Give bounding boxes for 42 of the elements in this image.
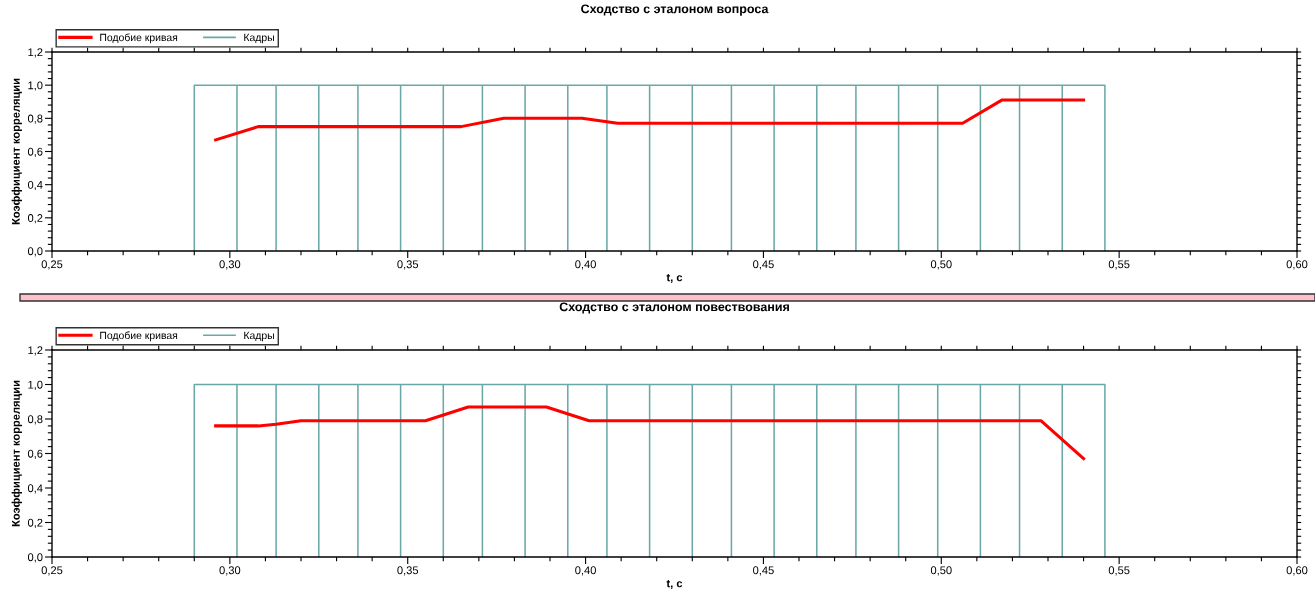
y-axis-title: Коэффициент корреляции bbox=[11, 380, 22, 527]
x-tick-label: 0,40 bbox=[575, 566, 596, 576]
line-series bbox=[214, 405, 1086, 461]
chart-title: Сходство с эталоном вопроса bbox=[581, 4, 769, 16]
y-tick-label: 0,2 bbox=[27, 214, 43, 224]
legend-label: Кадры bbox=[244, 33, 274, 44]
x-tick-label: 0,30 bbox=[219, 260, 241, 270]
x-tick-label: 0,25 bbox=[41, 566, 63, 576]
x-tick-label: 0,55 bbox=[1108, 260, 1130, 270]
legend-label: Подобие кривая bbox=[100, 33, 178, 44]
y-tick-label: 0,4 bbox=[27, 180, 43, 191]
x-tick-label: 0,45 bbox=[753, 260, 774, 270]
x-tick-label: 0,40 bbox=[575, 260, 596, 270]
x-tick-label: 0,35 bbox=[397, 566, 419, 576]
x-tick-label: 0,60 bbox=[1286, 260, 1308, 270]
x-axis-title: t, c bbox=[666, 273, 683, 283]
y-tick-label: 1,0 bbox=[28, 380, 43, 390]
y-tick-label: 1,0 bbox=[28, 81, 43, 91]
y-tick-label: 0,8 bbox=[27, 114, 43, 124]
y-tick-label: 1,2 bbox=[28, 346, 43, 356]
y-tick-label: 0,6 bbox=[27, 147, 43, 157]
legend-label: Кадры bbox=[244, 331, 274, 342]
x-axis-title: t, c bbox=[666, 579, 683, 589]
y-axis-title: Коэффициент корреляции bbox=[11, 78, 22, 225]
y-tick-label: 0,0 bbox=[27, 247, 43, 257]
y-tick-label: 0,6 bbox=[27, 449, 43, 459]
y-tick-label: 0,4 bbox=[27, 484, 43, 494]
x-tick-label: 0,25 bbox=[41, 260, 63, 270]
x-tick-label: 0,55 bbox=[1108, 566, 1130, 576]
chart-title: Сходство с эталоном повествования bbox=[559, 302, 789, 314]
x-tick-label: 0,30 bbox=[219, 566, 241, 576]
y-tick-label: 0,0 bbox=[27, 553, 43, 563]
y-tick-label: 0,2 bbox=[27, 518, 43, 528]
x-tick-label: 0,50 bbox=[930, 566, 952, 576]
x-tick-label: 0,45 bbox=[753, 566, 774, 576]
x-tick-label: 0,60 bbox=[1286, 566, 1308, 576]
y-tick-label: 1,2 bbox=[28, 48, 43, 58]
line-series bbox=[214, 98, 1086, 142]
x-tick-label: 0,35 bbox=[397, 260, 419, 270]
x-tick-label: 0,50 bbox=[930, 260, 952, 270]
y-tick-label: 0,8 bbox=[27, 415, 43, 425]
legend-label: Подобие кривая bbox=[100, 331, 178, 342]
